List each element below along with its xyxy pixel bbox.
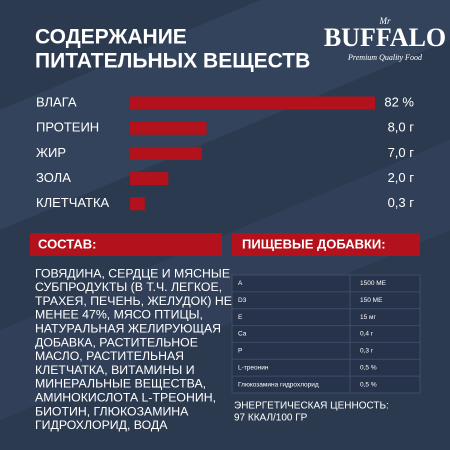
category-label: КЛЕТЧАТКА <box>36 195 110 210</box>
composition-line: МЕНЕЕ 47%, МЯСО ПТИЦЫ, <box>35 308 203 322</box>
value-label: 2,0 г <box>388 170 415 185</box>
composition-line: МАСЛО, РАСТИТЕЛЬНАЯ <box>35 349 184 363</box>
table-cell: 0,5 % <box>360 364 377 371</box>
composition-line: ГИДРОХЛОРИД, ВОДА <box>35 418 168 432</box>
composition-line: НАТУРАЛЬНАЯ ЖЕЛИРУЮЩАЯ <box>35 321 221 335</box>
bar <box>130 121 207 135</box>
logo-name: BUFFALO <box>324 23 446 52</box>
table-cell: 0,4 г <box>360 331 374 338</box>
stripe <box>0 0 450 230</box>
composition-line: АМИНОКИСЛОТА L-ТРЕОНИН, <box>35 390 216 404</box>
additives-heading: ПИЩЕВЫЕ ДОБАВКИ: <box>242 236 386 251</box>
table-cell: P <box>238 348 242 355</box>
bar <box>130 172 169 186</box>
table-cell: 1500 МЕ <box>360 280 387 287</box>
table-cell: 0,5 % <box>360 381 377 388</box>
composition-line: КЛЕТЧАТКА, ВИТАМИНЫ И <box>35 363 195 377</box>
category-label: ЖИР <box>36 145 66 160</box>
category-label: ЗОЛА <box>36 170 71 185</box>
bar <box>130 96 375 110</box>
table-cell: Ca <box>238 331 247 338</box>
table-cell: L-треонин <box>238 364 269 371</box>
bar <box>130 146 202 160</box>
bar <box>130 197 145 211</box>
value-label: 0,3 г <box>388 195 415 210</box>
composition-line: МИНЕРАЛЬНЫЕ ВЕЩЕСТВА, <box>35 377 206 391</box>
value-label: 8,0 г <box>388 120 415 135</box>
table-cell: 15 мг <box>360 314 377 321</box>
logo-prefix: Mr <box>379 16 391 26</box>
table-cell: E <box>238 314 243 321</box>
table-cell: D3 <box>238 297 247 304</box>
title-line: ПИТАТЕЛЬНЫХ ВЕЩЕСТВ <box>35 50 310 73</box>
additives-table <box>231 274 421 394</box>
heading-box <box>30 233 222 256</box>
table-cell: 150 МЕ <box>360 297 383 304</box>
category-label: ПРОТЕИН <box>36 120 99 135</box>
composition-line: СУБПРОДУКТЫ (В Т.Ч. ЛЕГКОЕ, <box>35 280 222 294</box>
energy: ЭНЕРГЕТИЧЕСКАЯ ЦЕННОСТЬ: <box>234 401 389 412</box>
value-label: 7,0 г <box>388 145 415 160</box>
composition-line: ТРАХЕЯ, ПЕЧЕНЬ, ЖЕЛУДОК) НЕ <box>35 294 232 308</box>
composition-line: ДОБАВКА, РАСТИТЕЛЬНОЕ <box>35 335 198 349</box>
composition-line: ГОВЯДИНА, СЕРДЦЕ И МЯСНЫЕ <box>35 266 230 280</box>
heading-box <box>232 233 420 256</box>
value-label: 82 % <box>384 94 414 109</box>
category-label: ВЛАГА <box>36 94 77 109</box>
table-cell: 0,3 г <box>360 348 374 355</box>
table-cell: A <box>238 280 243 287</box>
energy: 97 ККАЛ/100 ГР <box>234 413 308 424</box>
logo-tagline: Premium Quality Food <box>347 53 423 62</box>
table-cell: Глюкозамина гидрохлорид <box>238 381 319 388</box>
composition-line: БИОТИН, ГЛЮКОЗАМИНА <box>35 404 189 418</box>
composition-heading: СОСТАВ: <box>38 236 96 251</box>
title-line: СОДЕРЖАНИЕ <box>35 26 187 49</box>
stripe <box>0 140 450 420</box>
